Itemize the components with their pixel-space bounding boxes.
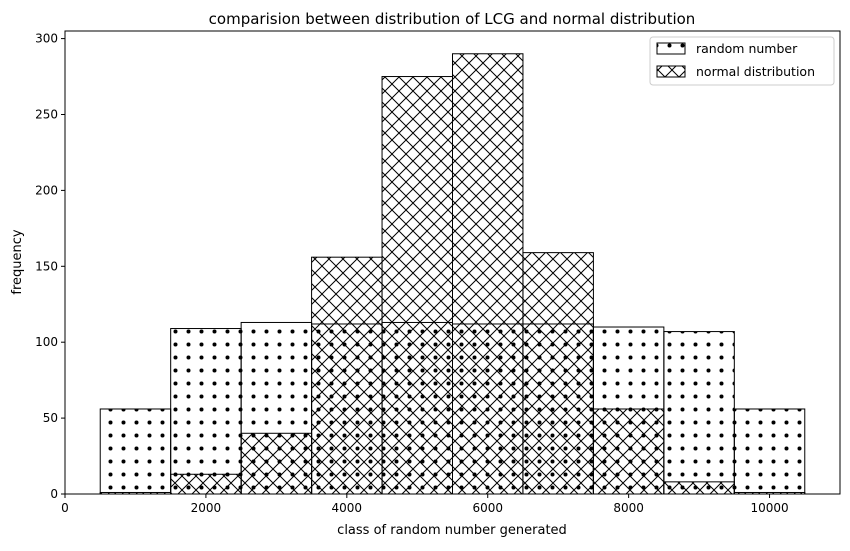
y-tick-label: 250	[35, 107, 58, 121]
y-axis-label: frequency	[10, 229, 25, 295]
legend-label-normal-distribution: normal distribution	[696, 64, 815, 79]
bar-random-number-8	[663, 331, 735, 495]
legend-swatch-random-number	[656, 42, 686, 55]
legend-swatch-normal-distribution	[656, 65, 686, 78]
y-tick-label: 100	[35, 335, 58, 349]
x-tick-label: 8000	[613, 501, 644, 515]
bar-random-number-0	[99, 408, 172, 495]
bar-normal-distribution-4	[381, 76, 453, 495]
x-axis-label: class of random number generated	[337, 523, 567, 538]
bar-normal-distribution-5	[452, 53, 524, 495]
legend-box	[649, 36, 835, 86]
x-axis-ticks: 0 2000 4000 6000 8000 10000	[61, 494, 789, 515]
y-tick-label: 0	[50, 487, 58, 501]
legend: random number normal distribution	[649, 36, 835, 86]
x-tick-label: 10000	[750, 501, 788, 515]
plot-frame	[64, 30, 841, 495]
y-tick-label: 150	[35, 259, 58, 273]
chart-title: comparision between distribution of LCG …	[209, 10, 696, 28]
x-tick-label: 2000	[191, 501, 222, 515]
bar-normal-distribution-1	[170, 473, 242, 495]
bar-normal-distribution-6	[522, 252, 594, 495]
legend-label-random-number: random number	[696, 41, 798, 56]
bar-normal-distribution-8	[663, 481, 735, 495]
y-tick-label: 300	[35, 32, 58, 46]
x-tick-label: 6000	[472, 501, 503, 515]
x-tick-label: 4000	[332, 501, 363, 515]
bar-normal-distribution-7	[592, 408, 665, 495]
bar-normal-distribution-3	[311, 256, 383, 495]
bar-random-number-1	[170, 328, 242, 495]
y-axis-ticks: 0 50 100 150 200 250 300	[35, 32, 65, 501]
x-tick-label: 0	[61, 501, 69, 515]
y-tick-label: 50	[43, 411, 58, 425]
bar-normal-distribution-2	[240, 432, 313, 495]
bars-layer	[99, 53, 806, 495]
bar-random-number-9	[733, 408, 806, 495]
y-tick-label: 200	[35, 183, 58, 197]
